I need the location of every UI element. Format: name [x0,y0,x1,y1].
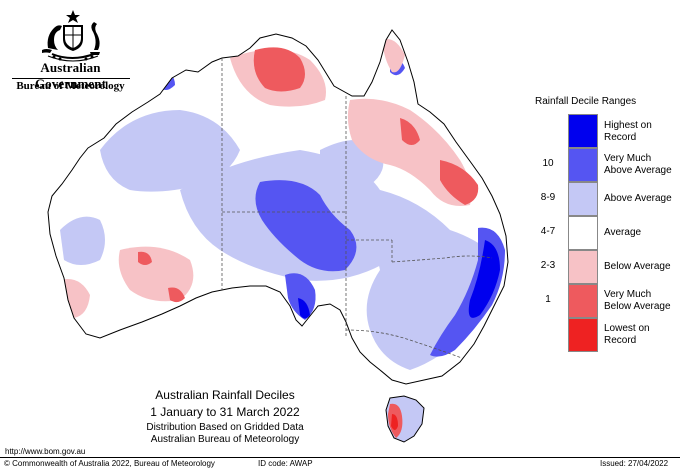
tasmania-lowest [391,414,398,430]
issued-date: Issued: 27/04/2022 [600,459,669,468]
below-average-region-cape [382,39,405,73]
legend-swatch-very-much-below [568,284,598,318]
legend-label-highest: Highest on Record [604,120,652,143]
legend-range-average: 4-7 [540,226,556,237]
legend-range-very-much-below: 1 [545,294,551,305]
map-date-range: 1 January to 31 March 2022 [150,405,300,419]
legend-label-very-much-below: Very Much Below Average [604,289,671,312]
legend-label-average: Average [604,227,642,238]
map-subtitle-source: Australian Bureau of Meteorology [150,434,300,445]
legend-range-very-much-above: 10 [542,158,554,169]
legend-label-very-much-above: Very Much Above Average [604,153,672,176]
above-average-region-south-west [60,216,105,265]
legend-title: Rainfall Decile Ranges [535,96,637,107]
above-average-region-north-west [100,110,240,192]
header-divider [12,78,130,79]
map-subtitle-distribution: Distribution Based on Gridded Data [146,422,304,433]
legend-swatch-average [568,216,598,250]
much-below-region-qld-north [400,118,420,145]
below-average-region-wa-south [118,246,194,302]
legend-swatch-below [568,250,598,284]
legend-swatch-lowest [568,318,598,352]
legend-label-below: Below Average [604,261,671,272]
highest-record-region-east [468,240,500,318]
map-title: Australian Rainfall Deciles [155,388,295,402]
nsw-vic-border [345,329,463,359]
copyright-notice: © Commonwealth of Australia 2022, Bureau… [4,459,215,468]
much-below-region-qld-coast [440,160,479,205]
legend-range-below: 2-3 [540,260,556,271]
bureau-name: Bureau of Meteorology [16,80,125,92]
much-above-region-kimberley [158,70,175,90]
highest-record-region-sa [298,298,310,319]
legend-range-above: 8-9 [540,192,556,203]
much-below-region-top-end [253,47,305,92]
id-code: ID code: AWAP [258,459,313,468]
legend-label-lowest: Lowest on Record [604,323,650,346]
below-average-region-wa-west [60,279,90,318]
legend-swatch-highest [568,114,598,148]
website-url: http://www.bom.gov.au [5,447,86,456]
australia-coastline [47,29,509,385]
government-name: Australian Government [34,60,107,91]
much-below-region-wa-inland [138,251,152,265]
qld-nsw-border [391,255,493,263]
legend-swatch-above [568,182,598,216]
legend-label-above: Above Average [604,193,672,204]
legend-swatch-very-much-above [568,148,598,182]
footer-divider [0,457,680,458]
government-logo [8,8,138,100]
much-below-region-wa [168,287,185,303]
much-above-region-central [255,180,357,272]
coat-of-arms-icon [42,10,100,62]
state-borders [221,58,493,359]
